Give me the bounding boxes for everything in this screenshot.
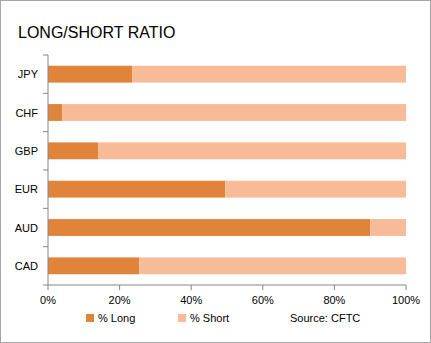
x-tick-label: 40% (180, 294, 202, 306)
x-tick (262, 285, 263, 290)
x-tick (48, 285, 49, 290)
y-tick (43, 208, 48, 209)
x-tick (119, 285, 120, 290)
bar (62, 104, 406, 121)
chart-container: LONG/SHORT RATIO JPY CHF GBP EUR AUD CAD 0% 20% 4… (0, 0, 431, 343)
x-tick-label: 60% (252, 294, 274, 306)
bar (48, 104, 62, 121)
category-label: EUR (15, 183, 38, 195)
bar (48, 181, 225, 198)
legend-label: % Long (98, 312, 135, 324)
category-label: JPY (18, 68, 39, 80)
legend-swatch (86, 314, 94, 322)
category-label: CHF (15, 107, 38, 119)
bars (48, 66, 406, 275)
bar (225, 181, 406, 198)
x-tick-label: 80% (323, 294, 345, 306)
chart-svg: LONG/SHORT RATIO JPY CHF GBP EUR AUD CAD 0% 20% 4… (0, 0, 431, 343)
category-label: GBP (15, 145, 38, 157)
annotation: Source: CFTC (290, 312, 360, 324)
category-label: CAD (15, 260, 38, 272)
y-tick (43, 170, 48, 171)
chart-border (1, 1, 431, 343)
legend-label: % Short (190, 312, 229, 324)
title: LONG/SHORT RATIO (18, 24, 175, 41)
legend-swatch (178, 314, 186, 322)
bar (98, 142, 406, 159)
x-tick (191, 285, 192, 290)
y-tick (43, 285, 48, 286)
y-tick (43, 246, 48, 247)
x-tick-label: 100% (392, 294, 420, 306)
category-label: AUD (15, 222, 38, 234)
bar (48, 66, 132, 83)
bar (132, 66, 406, 83)
x-tick-label: 0% (40, 294, 56, 306)
bar (48, 257, 139, 274)
y-tick (43, 55, 48, 56)
bar (48, 142, 98, 159)
x-tick-label: 20% (109, 294, 131, 306)
y-tick (43, 93, 48, 94)
bar (139, 257, 406, 274)
bar (370, 219, 406, 236)
bar (48, 219, 370, 236)
x-tick (334, 285, 335, 290)
x-tick (406, 285, 407, 290)
x-axis (48, 285, 406, 286)
y-tick (43, 131, 48, 132)
